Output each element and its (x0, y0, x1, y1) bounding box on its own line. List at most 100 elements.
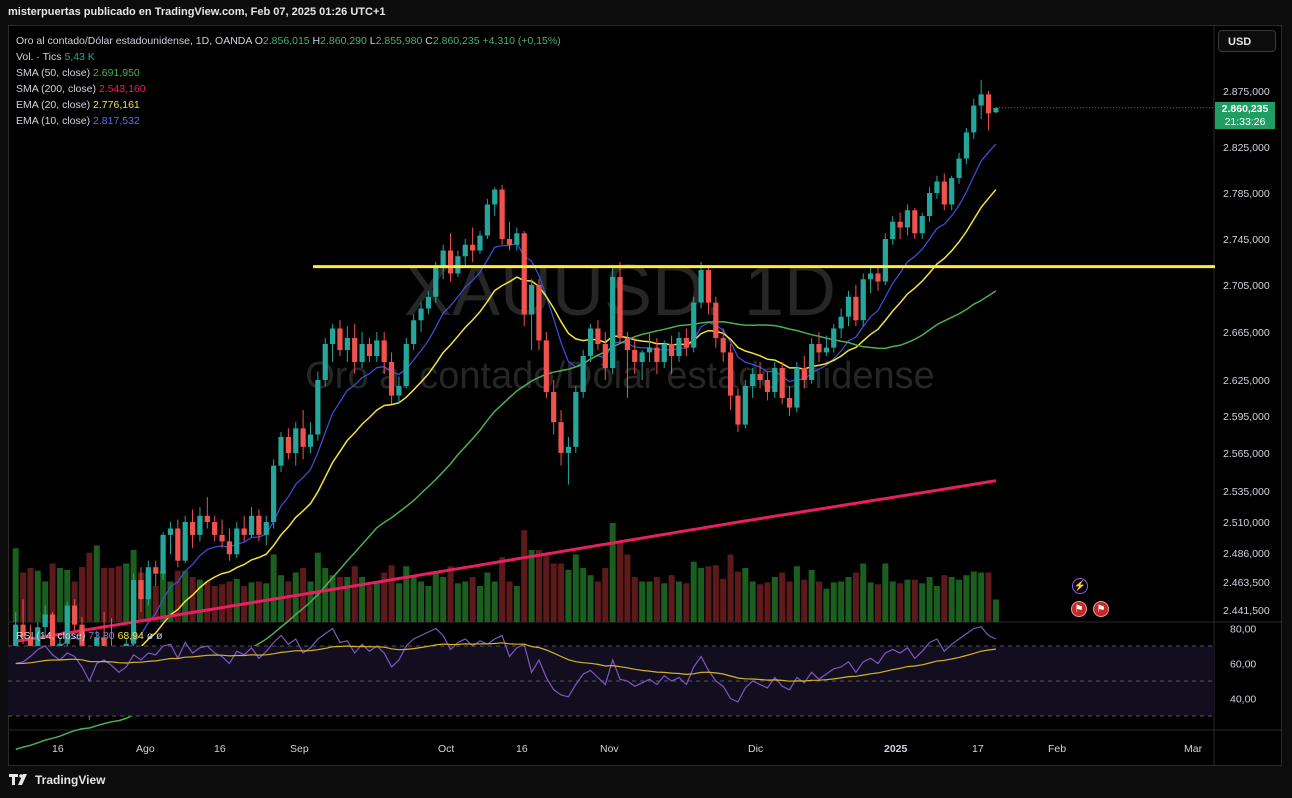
volume-bar (801, 579, 808, 622)
price-tick-label: 2.745,000 (1223, 234, 1270, 246)
candle-body (794, 368, 800, 408)
time-tick-label: 2025 (884, 743, 908, 755)
tradingview-footer[interactable]: TradingView (9, 773, 105, 787)
candle-body (639, 352, 645, 362)
candle-body (337, 328, 343, 350)
candle-body (926, 193, 933, 216)
candle-body (197, 515, 203, 535)
ema20-legend-row[interactable]: EMA (20, close) 2.776,161 (16, 97, 561, 113)
volume-bar (830, 582, 837, 622)
volume-bar (189, 577, 196, 622)
candle-body (374, 340, 380, 356)
rsi-legend[interactable]: RSI (14, close) 73,80 68,94 ø ø (16, 630, 163, 642)
volume-bar (860, 563, 867, 622)
candle-body (705, 270, 712, 303)
open-value: 2.856,015 (262, 35, 310, 47)
close-value: 2.860,235 (432, 35, 480, 47)
candle-body (669, 344, 675, 356)
candle-body (602, 344, 608, 368)
rsi-ma-line (15, 642, 996, 682)
high-value: 2.860,290 (320, 35, 367, 47)
sma50-label: SMA (50, close) (16, 67, 91, 79)
us-flag-event-icon[interactable]: ⚑ (1071, 601, 1087, 617)
candle-body (49, 614, 56, 663)
candle-body (344, 338, 350, 350)
volume-bar (285, 581, 292, 622)
candle-body (455, 256, 461, 274)
candle-body (934, 181, 940, 193)
candle-body (278, 436, 284, 466)
time-tick-label: Dic (748, 743, 763, 755)
price-tick-label: 2.785,000 (1223, 188, 1270, 200)
ema20-line (15, 189, 997, 683)
candle-body (182, 522, 188, 561)
volume-bar (108, 568, 115, 622)
us-flag-event-icon[interactable]: ⚑ (1093, 601, 1109, 617)
volume-bar (373, 581, 380, 622)
candle-body (263, 522, 269, 535)
time-tick-label: Feb (1048, 743, 1066, 755)
volume-bar (757, 584, 764, 622)
volume-bar (499, 557, 506, 622)
symbol-legend-row[interactable]: Oro al contado/Dólar estadounidense, 1D,… (16, 33, 561, 49)
candle-body (941, 181, 947, 205)
volume-bar (771, 577, 778, 622)
candle-body (101, 637, 107, 651)
tradingview-logo-icon (9, 774, 27, 785)
candle-body (860, 279, 866, 321)
volume-bar (513, 586, 520, 622)
volume-bar (403, 566, 410, 622)
volume-bar (211, 586, 218, 622)
candle-body (329, 328, 336, 344)
brand-name: TradingView (35, 773, 106, 787)
candle-body (322, 344, 328, 380)
bar-countdown: 21:33:26 (1215, 116, 1275, 129)
volume-bar (926, 577, 933, 622)
volume-bar (20, 572, 27, 622)
candle-body (248, 515, 255, 535)
candle-body (587, 328, 594, 356)
ema20-label: EMA (20, close) (16, 99, 91, 111)
candle-body (307, 434, 314, 447)
volume-bar (388, 565, 395, 622)
time-tick-label: Sep (290, 743, 309, 755)
volume-bar (963, 575, 970, 622)
ema10-label: EMA (10, close) (16, 115, 91, 127)
candle-body (801, 368, 807, 380)
publish-info: misterpuertas publicado en TradingView.c… (8, 6, 386, 18)
volume-bar (550, 563, 557, 622)
volume-bar (646, 581, 653, 622)
candle-body (160, 534, 166, 574)
candle-body (543, 340, 549, 392)
candle-body (624, 338, 630, 350)
sma50-value: 2.691,950 (93, 67, 140, 79)
candle-body (20, 624, 26, 638)
candle-body (646, 347, 653, 353)
volume-legend-row[interactable]: Vol. · Tics 5,43 K (16, 49, 561, 65)
volume-bar (27, 568, 34, 622)
change-value: +4,310 (+0,15%) (482, 35, 561, 47)
volume-bar (948, 577, 955, 622)
candle-body (234, 528, 240, 555)
candle-body (366, 344, 373, 356)
sma200-legend-row[interactable]: SMA (200, close) 2.543,160 (16, 81, 561, 97)
price-tick-label: 2.705,000 (1223, 280, 1270, 292)
volume-bar (675, 581, 682, 622)
volume-bar (639, 581, 646, 622)
volume-bar (101, 568, 108, 622)
chart-frame[interactable] (8, 25, 1282, 766)
candle-body (735, 395, 741, 425)
currency-button[interactable]: USD (1218, 30, 1276, 52)
candle-body (241, 528, 247, 535)
volume-bar (93, 545, 100, 622)
ema10-legend-row[interactable]: EMA (10, close) 2.817,532 (16, 113, 561, 129)
sma50-legend-row[interactable]: SMA (50, close) 2.691,950 (16, 65, 561, 81)
volume-bar (543, 554, 550, 622)
lightning-icon[interactable]: ⚡ (1072, 578, 1088, 594)
symbol-title: Oro al contado/Dólar estadounidense, 1D,… (16, 35, 252, 47)
time-tick-label: 16 (516, 743, 528, 755)
volume-bar (698, 568, 705, 622)
last-price-tag: 2.860,235 (1215, 102, 1275, 116)
volume-bar (12, 548, 19, 622)
